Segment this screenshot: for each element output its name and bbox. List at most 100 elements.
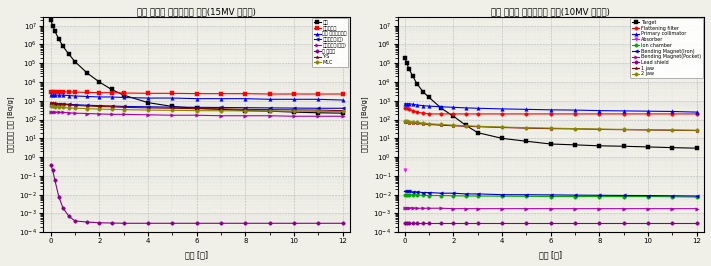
Target <box>595 144 604 147</box>
Flattening filter <box>547 112 555 115</box>
Bending Magnet(Iron) <box>619 194 628 197</box>
Ion chamber <box>400 193 409 196</box>
Ion chamber <box>644 195 653 198</box>
벤딩마그넷(픽션) <box>71 111 80 115</box>
2 jaw <box>644 128 653 131</box>
Primary collimator <box>474 107 482 110</box>
Primary collimator <box>400 102 409 105</box>
타겟 <box>265 110 274 113</box>
Target <box>405 67 413 70</box>
Y-S <box>265 108 274 111</box>
Flattening filter <box>402 107 411 110</box>
벤딩마그넷(픽션) <box>46 110 55 114</box>
Flattening filter <box>409 109 417 112</box>
Y-S <box>217 107 225 110</box>
MLC <box>65 106 73 110</box>
Ion chamber <box>405 193 413 196</box>
일차 콜리마에이터 <box>46 94 55 97</box>
플런콜리마 <box>65 90 73 93</box>
일차 콜리마에이터 <box>168 97 176 100</box>
Primary collimator <box>595 109 604 112</box>
Target <box>400 56 409 59</box>
1 jaw <box>412 122 421 125</box>
Line: 1 jaw: 1 jaw <box>403 121 698 132</box>
Primary collimator <box>425 105 434 108</box>
벤딩마그넷(픽션) <box>338 115 347 118</box>
Target <box>437 107 446 110</box>
벤딩마그넷(픽션) <box>314 115 323 118</box>
납 차폐체 <box>48 169 57 172</box>
Bending Magnet(Pocket) <box>693 207 701 210</box>
1 jaw <box>449 124 458 127</box>
Flattening filter <box>668 112 677 115</box>
벤딩마그넷(픽션) <box>241 114 250 117</box>
벤딩마그넷(본) <box>193 106 201 109</box>
Y-S <box>144 106 152 110</box>
벤딩마그넷(본) <box>48 102 57 105</box>
Bending Magnet(Pocket) <box>419 207 427 210</box>
Bending Magnet(Iron) <box>409 190 417 194</box>
타겟 <box>119 94 128 97</box>
Bending Magnet(Pocket) <box>412 207 421 210</box>
일차 콜리마에이터 <box>83 95 92 98</box>
Primary collimator <box>402 102 411 105</box>
2 jaw <box>547 127 555 130</box>
납 차폐체 <box>193 222 201 225</box>
벤딩마그넷(본) <box>50 102 59 105</box>
2 jaw <box>461 124 470 127</box>
벤딩마그넷(픽션) <box>289 115 298 118</box>
2 jaw <box>402 120 411 123</box>
Bending Magnet(Iron) <box>437 192 446 195</box>
Y-S <box>119 106 128 109</box>
2 jaw <box>405 120 413 123</box>
Flattening filter <box>595 112 604 115</box>
일차 콜리마에이터 <box>58 94 67 97</box>
벤딩마그넷(본) <box>107 104 116 107</box>
MLC <box>95 107 104 111</box>
Target <box>522 140 530 143</box>
Lead shield <box>412 222 421 225</box>
2 jaw <box>425 122 434 125</box>
Bending Magnet(Pocket) <box>571 207 579 210</box>
1 jaw <box>693 129 701 132</box>
플런콜리마 <box>217 92 225 95</box>
Primary collimator <box>498 107 506 110</box>
1 jaw <box>405 121 413 124</box>
Primary collimator <box>461 106 470 110</box>
납 차폐체 <box>83 221 92 224</box>
Bending Magnet(Iron) <box>498 193 506 196</box>
납 차폐체 <box>119 222 128 225</box>
Ion chamber <box>425 194 434 197</box>
플런콜리마 <box>46 90 55 93</box>
벤딩마그넷(픽션) <box>55 110 63 114</box>
Y-S <box>46 101 55 104</box>
Bending Magnet(Iron) <box>474 192 482 196</box>
MLC <box>46 105 55 108</box>
2 jaw <box>419 122 427 125</box>
타겟 <box>46 18 55 22</box>
납 차폐체 <box>314 222 323 225</box>
Line: 벤딩마그넷(픽션): 벤딩마그넷(픽션) <box>49 110 344 118</box>
일차 콜리마에이터 <box>50 94 59 97</box>
Primary collimator <box>419 104 427 107</box>
타겟 <box>338 111 347 115</box>
일차 콜리마에이터 <box>265 98 274 101</box>
1 jaw <box>425 123 434 126</box>
Target <box>498 137 506 140</box>
납 차폐체 <box>65 215 73 218</box>
Line: 납 차폐체: 납 차폐체 <box>49 163 344 225</box>
벤딩마그넷(픽션) <box>65 111 73 114</box>
벤딩마그넷(픽션) <box>217 114 225 117</box>
MLC <box>71 107 80 110</box>
Ion chamber <box>619 195 628 198</box>
플런콜리마 <box>193 92 201 95</box>
플런콜리마 <box>265 92 274 95</box>
타겟 <box>289 110 298 114</box>
Ion chamber <box>547 195 555 198</box>
Flattening filter <box>449 112 458 115</box>
Lead shield <box>693 222 701 225</box>
일차 콜리마에이터 <box>55 94 63 97</box>
1 jaw <box>644 128 653 132</box>
일차 콜리마에이터 <box>289 98 298 101</box>
벤딩마그넷(본) <box>144 105 152 108</box>
